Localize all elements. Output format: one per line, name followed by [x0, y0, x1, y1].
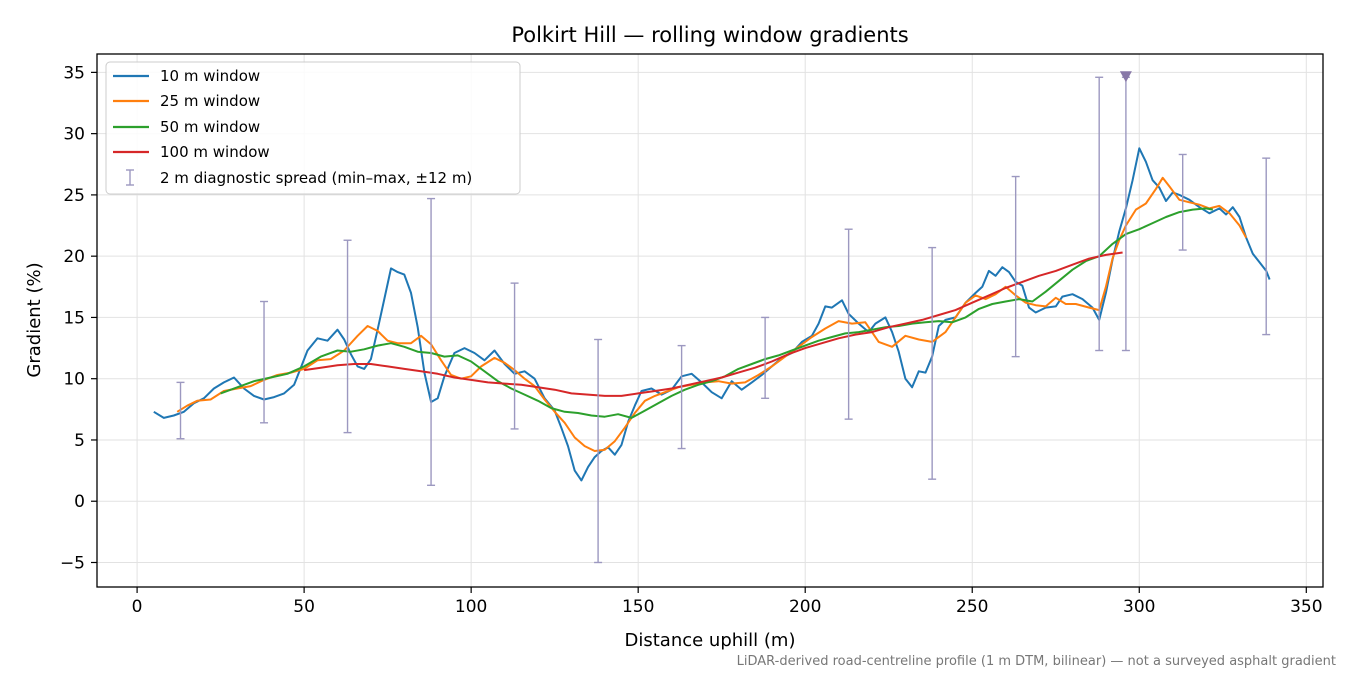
x-axis-ticks: 0 50 100 150 200 250 300 350 — [132, 587, 1323, 617]
error-bar — [1011, 175, 1020, 358]
y-tick-label: −5 — [60, 553, 85, 573]
y-tick-label: 20 — [63, 247, 85, 267]
series-line-50m — [220, 207, 1213, 419]
x-tick-label: 0 — [132, 597, 143, 617]
x-tick-label: 200 — [789, 597, 821, 617]
y-tick-label: 5 — [74, 431, 85, 451]
footnote: LiDAR-derived road-centreline profile (1… — [737, 654, 1336, 669]
x-tick-label: 350 — [1290, 597, 1322, 617]
error-bar — [1178, 153, 1187, 251]
chart-title: Polkirt Hill — rolling window gradients — [511, 23, 908, 47]
plot-frame — [96, 53, 1324, 588]
error-bar — [844, 228, 853, 420]
grid-lines — [97, 54, 1323, 587]
series-lines — [153, 147, 1271, 482]
error-bar — [761, 316, 770, 400]
legend-label-10m: 10 m window — [160, 67, 260, 85]
error-bar — [1095, 76, 1104, 352]
series-line-100m — [303, 251, 1123, 397]
error-bar — [510, 282, 519, 430]
legend-label-50m: 50 m window — [160, 118, 260, 136]
y-tick-label: 35 — [63, 63, 85, 83]
error-bar — [677, 344, 686, 450]
legend-label-100m: 100 m window — [160, 143, 270, 161]
x-tick-label: 50 — [293, 597, 315, 617]
error-bar — [1262, 157, 1271, 336]
y-tick-label: 25 — [63, 186, 85, 206]
error-bar — [343, 239, 352, 434]
x-axis-label: Distance uphill (m) — [625, 630, 796, 651]
peak-marker-triangle — [1119, 71, 1132, 83]
series-line-10m — [153, 147, 1271, 482]
legend-box — [105, 61, 521, 195]
y-axis-ticks: −5 0 5 10 15 20 25 30 35 — [60, 63, 97, 573]
y-tick-label: 15 — [63, 308, 85, 328]
y-tick-label: 0 — [74, 492, 85, 512]
error-bar — [594, 338, 603, 564]
peak-marker — [1119, 71, 1132, 83]
error-bar — [928, 246, 937, 480]
error-bar — [260, 300, 269, 424]
x-tick-label: 100 — [455, 597, 487, 617]
series-line-25m — [176, 176, 1248, 452]
error-bars — [176, 76, 1271, 564]
x-tick-label: 300 — [1123, 597, 1155, 617]
y-axis-label: Gradient (%) — [24, 262, 45, 377]
legend-swatch-errorbar — [126, 169, 134, 186]
y-tick-label: 10 — [63, 370, 85, 390]
legend: 10 m window 25 m window 50 m window 100 … — [105, 61, 521, 195]
error-bar — [427, 197, 436, 487]
legend-label-25m: 25 m window — [160, 92, 260, 110]
y-tick-label: 30 — [63, 125, 85, 145]
x-tick-label: 250 — [956, 597, 988, 617]
error-bar — [176, 381, 185, 440]
legend-label-errorbar: 2 m diagnostic spread (min–max, ±12 m) — [160, 169, 472, 187]
error-bar — [1121, 76, 1130, 352]
x-tick-label: 150 — [622, 597, 654, 617]
